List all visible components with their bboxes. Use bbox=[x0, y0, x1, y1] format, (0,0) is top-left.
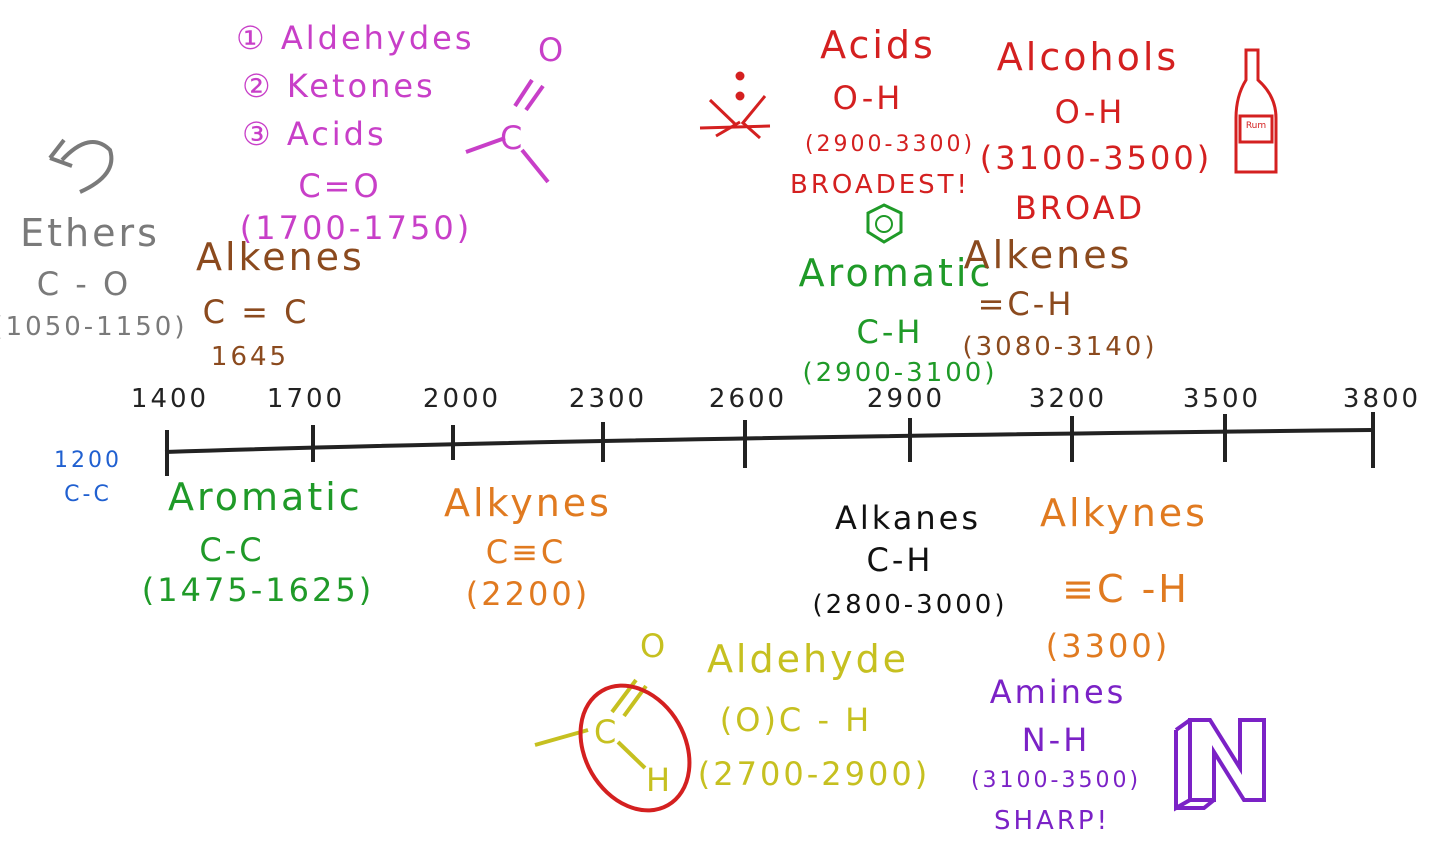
alkynes-high-bond: ≡C -H bbox=[1062, 567, 1190, 611]
carbonyl-range: (1700-1750) bbox=[239, 209, 473, 247]
single-cc-bond: C-C bbox=[64, 482, 112, 507]
amine-n-icon bbox=[1174, 718, 1266, 812]
tick-label: 2900 bbox=[866, 384, 946, 414]
carbonyl-item: ① Aldehydes bbox=[236, 19, 475, 57]
aromatic-low-title: Aromatic bbox=[168, 475, 363, 519]
tick-label: 1400 bbox=[130, 384, 210, 414]
alkenes-high-bond: =C-H bbox=[977, 285, 1075, 323]
alcohols-note: BROAD bbox=[1014, 189, 1146, 227]
benzene-ring-icon bbox=[866, 203, 903, 244]
amines-note: SHARP! bbox=[993, 806, 1111, 836]
alkenes-high-range: (3080-3140) bbox=[962, 332, 1158, 362]
aromatic-low-range: (1475-1625) bbox=[141, 571, 375, 609]
alkynes-low-range: (2200) bbox=[465, 575, 591, 613]
tick-label: 3800 bbox=[1342, 384, 1422, 414]
carbonyl-item: ③ Acids bbox=[242, 115, 387, 153]
amines-title: Amines bbox=[989, 673, 1127, 711]
aldehyde-oxygen: O bbox=[640, 627, 669, 665]
aromatic-high-range: (2900-3100) bbox=[802, 358, 998, 388]
aldehyde-bond: (O)C - H bbox=[719, 701, 873, 739]
alkanes-range: (2800-3000) bbox=[812, 590, 1008, 620]
acids-title: Acids bbox=[820, 23, 936, 67]
number-line bbox=[164, 428, 1373, 454]
alkynes-low-bond: C≡C bbox=[485, 533, 567, 571]
tick-label: 3200 bbox=[1028, 384, 1108, 414]
alcohols-bond: O-H bbox=[1054, 93, 1126, 131]
ethers-bond: C - O bbox=[36, 265, 132, 303]
acids-bond: O-H bbox=[832, 79, 904, 117]
amines-bond: N-H bbox=[1021, 721, 1091, 759]
alkenes-low-bond: C = C bbox=[202, 293, 310, 331]
explosion-icon bbox=[699, 71, 771, 140]
aldehyde-carbon: C bbox=[594, 713, 620, 751]
alkynes-high-range: (3300) bbox=[1045, 627, 1171, 665]
aldehyde-structure bbox=[534, 678, 692, 813]
alkanes-title: Alkanes bbox=[835, 499, 981, 537]
tick-label: 2300 bbox=[568, 384, 648, 414]
tick-label: 2000 bbox=[422, 384, 502, 414]
alcohols-range: (3100-3500) bbox=[979, 139, 1213, 177]
back-arrow-icon bbox=[60, 140, 114, 194]
alkenes-low-value: 1645 bbox=[210, 342, 290, 372]
alkynes-high-title: Alkynes bbox=[1040, 491, 1208, 535]
aromatic-high-title: Aromatic bbox=[798, 251, 994, 295]
aromatic-low-bond: C-C bbox=[199, 531, 265, 569]
alcohols-title: Alcohols bbox=[996, 35, 1180, 79]
ethers-range: (1050-1150) bbox=[0, 312, 188, 342]
carbonyl-carbon: C bbox=[500, 119, 526, 157]
tick-label: 1700 bbox=[266, 384, 346, 414]
bottle-label: Rum bbox=[1245, 121, 1267, 131]
tick-label: 2600 bbox=[708, 384, 788, 414]
amines-range: (3100-3500) bbox=[970, 768, 1142, 793]
carbonyl-oxygen: O bbox=[538, 31, 567, 69]
carbonyl-bond: C=O bbox=[298, 167, 382, 205]
carbonyl-structure bbox=[465, 78, 550, 184]
alkynes-low-title: Alkynes bbox=[444, 481, 612, 525]
alkenes-high-title: Alkenes bbox=[963, 233, 1133, 277]
acids-range: (2900-3300) bbox=[804, 132, 976, 157]
aldehyde-range: (2700-2900) bbox=[697, 755, 931, 793]
tick-label: 3500 bbox=[1182, 384, 1262, 414]
aldehyde-hydrogen: H bbox=[646, 761, 674, 799]
bottle-icon bbox=[1234, 48, 1278, 174]
single-cc-value: 1200 bbox=[54, 448, 122, 473]
alkenes-low-title: Alkenes bbox=[196, 235, 365, 279]
alkanes-bond: C-H bbox=[866, 541, 934, 579]
carbonyl-item: ② Ketones bbox=[242, 67, 436, 105]
aromatic-high-bond: C-H bbox=[856, 313, 924, 351]
ethers-title: Ethers bbox=[20, 211, 160, 255]
acids-note: BROADEST! bbox=[790, 170, 970, 200]
aldehyde-title: Aldehyde bbox=[706, 637, 910, 681]
